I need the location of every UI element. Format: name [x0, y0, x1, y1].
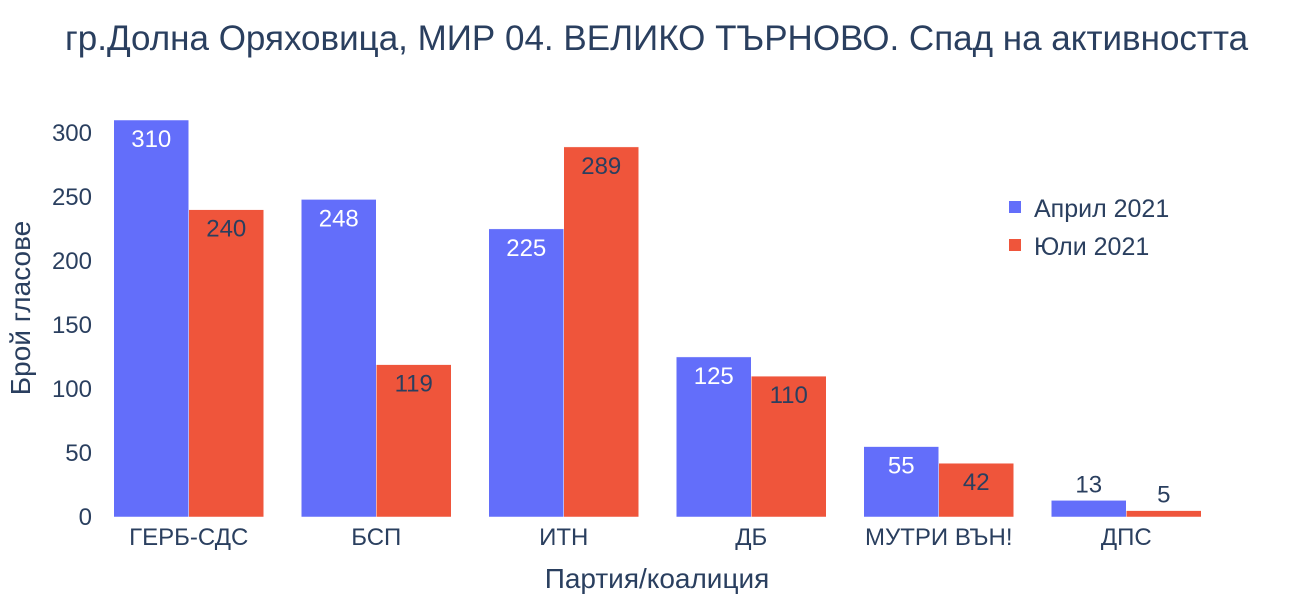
x-axis-ticks: ГЕРБ-СДС БСП ИТН ДБ МУТРИ ВЪН! ДПС [129, 524, 1152, 551]
legend-label-1[interactable]: Април 2021 [1034, 195, 1169, 223]
x-tick-label-6: ДПС [1101, 524, 1152, 551]
bar-labels-layer: 310 248 225 125 55 13 240 119 289 110 42 5 [131, 126, 1170, 509]
y-tick-label-2: 50 [65, 440, 92, 467]
x-tick-label-4: ДБ [735, 524, 767, 551]
data-label-1-3: 225 [506, 235, 546, 262]
data-label-2-6: 5 [1157, 482, 1170, 509]
data-label-2-5: 42 [963, 469, 990, 496]
bar-2-2[interactable] [376, 364, 452, 518]
data-label-1-2: 248 [319, 205, 359, 232]
data-label-1-5: 55 [888, 453, 915, 480]
y-tick-label-6: 250 [52, 184, 92, 211]
bar-2-4[interactable] [751, 375, 827, 518]
data-label-2-4: 110 [770, 382, 808, 409]
x-axis-title: Партия/коалиция [545, 563, 770, 594]
bar-2-3[interactable] [563, 146, 639, 518]
bars-layer [113, 119, 1202, 518]
y-tick-label-5: 200 [52, 248, 92, 275]
y-tick-label-4: 150 [52, 312, 92, 339]
data-label-2-1: 240 [206, 216, 246, 243]
bar-2-5[interactable] [938, 462, 1014, 518]
bar-1-4[interactable] [676, 356, 752, 518]
data-label-1-6: 13 [1075, 471, 1102, 498]
y-tick-label-1: 0 [79, 504, 92, 531]
y-axis-title: Брой гласове [5, 221, 36, 395]
x-tick-label-1: ГЕРБ-СДС [129, 524, 248, 551]
data-label-2-3: 289 [581, 153, 621, 180]
bar-1-2[interactable] [301, 199, 377, 518]
data-label-1-1: 310 [131, 126, 171, 153]
x-tick-label-5: МУТРИ ВЪН! [865, 524, 1012, 551]
bar-2-1[interactable] [188, 209, 264, 518]
legend-swatch-1[interactable] [1009, 201, 1021, 213]
x-tick-label-3: ИТН [539, 524, 588, 551]
bar-1-5[interactable] [863, 446, 939, 518]
bar-1-1[interactable] [113, 119, 189, 518]
data-label-1-4: 125 [694, 363, 734, 390]
y-tick-label-7: 300 [52, 120, 92, 147]
legend[interactable]: Април 2021 Юли 2021 [1009, 195, 1169, 261]
x-tick-label-2: БСП [351, 524, 401, 551]
bar-2-6[interactable] [1126, 510, 1202, 518]
legend-label-2[interactable]: Юли 2021 [1034, 233, 1149, 261]
bar-1-6[interactable] [1051, 500, 1127, 518]
y-tick-label-3: 100 [52, 376, 92, 403]
chart-title: гр.Долна Оряховица, МИР 04. ВЕЛИКО ТЪРНО… [65, 19, 1249, 58]
bar-1-3[interactable] [488, 228, 564, 518]
legend-swatch-2[interactable] [1009, 239, 1021, 251]
data-label-2-2: 119 [395, 371, 433, 398]
y-axis-ticks: 0 50 100 150 200 250 300 [52, 120, 92, 531]
